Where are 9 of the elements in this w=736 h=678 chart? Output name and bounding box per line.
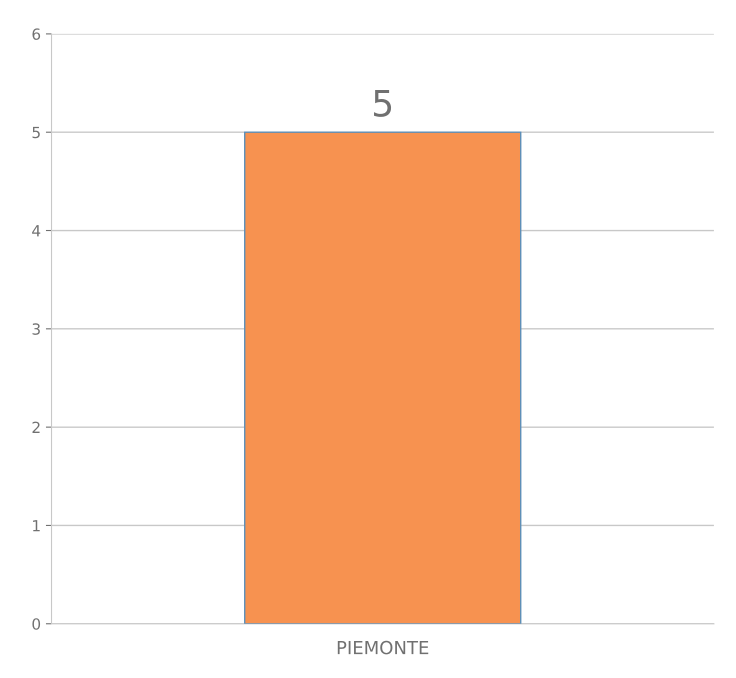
data-label: 5 (374, 90, 392, 117)
y-tick-label: 0 (32, 618, 40, 630)
y-tick-label: 5 (32, 126, 40, 138)
y-tick-label: 1 (33, 520, 40, 532)
y-tick-label: 6 (32, 28, 40, 40)
x-tick-label: PIEMONTE (338, 640, 428, 654)
y-tick-label: 4 (32, 225, 40, 236)
y-tick-label: 2 (32, 422, 40, 433)
y-tick-label: 3 (32, 323, 40, 335)
